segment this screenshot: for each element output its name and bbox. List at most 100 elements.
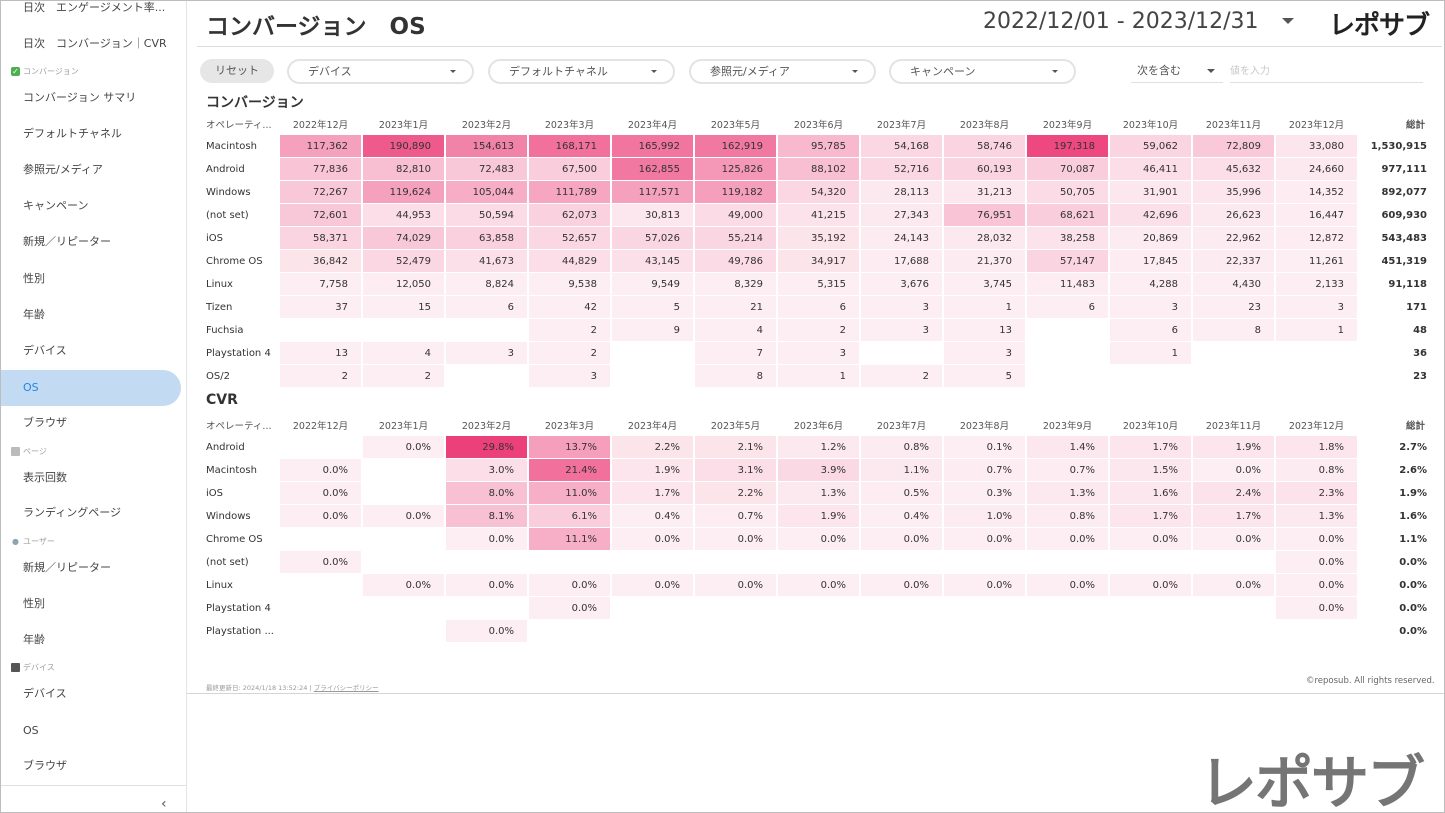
sidebar-item-gender[interactable]: 性別 — [23, 272, 45, 285]
device-filter-dropdown[interactable]: デバイス — [287, 59, 474, 84]
table-cell: 50,705 — [1027, 181, 1108, 203]
sidebar-item-daily-engagement[interactable]: 日次 エンゲージメント率... — [23, 1, 166, 14]
sidebar-item-source-medium[interactable]: 参照元/メディア — [23, 163, 103, 176]
table-cell — [1193, 620, 1274, 642]
table-header-row: オペレーティ... 2022年12月 2023年1月 2023年2月 2023年3月 20… — [206, 414, 1427, 435]
copyright-text: ©reposub. All rights reserved. — [1306, 676, 1435, 686]
sidebar-item-user-age[interactable]: 年齢 — [23, 633, 45, 646]
sidebar-item-os[interactable]: OS — [1, 370, 181, 406]
column-header-month[interactable]: 2022年12月 — [292, 420, 349, 432]
column-header-month[interactable]: 2023年3月 — [544, 420, 595, 432]
column-header-month[interactable]: 2023年11月 — [1205, 420, 1262, 432]
table-cell: 0.0% — [1276, 574, 1357, 596]
table-cell: 0.0% — [944, 528, 1025, 550]
column-header-dimension[interactable]: オペレーティ... — [206, 119, 272, 131]
table-cell: 37 — [280, 296, 361, 318]
table-cell: 0.0% — [1276, 597, 1357, 619]
table-cell: 0.8% — [861, 436, 942, 458]
sidebar-item-age[interactable]: 年齢 — [23, 308, 45, 321]
sidebar-item-campaign[interactable]: キャンペーン — [23, 199, 89, 212]
table-cell: 50,594 — [446, 204, 527, 226]
sidebar: 日次 エンゲージメント率... 日次 コンバージョン｜CVR ✓ コンバージョン… — [1, 1, 187, 812]
column-header-month[interactable]: 2023年4月 — [627, 119, 678, 131]
table-cell: 2 — [280, 365, 361, 387]
channel-filter-dropdown[interactable]: デフォルトチャネル — [488, 59, 675, 84]
sidebar-item-os2[interactable]: OS — [23, 724, 39, 737]
page-icon — [11, 447, 20, 456]
sidebar-item-user-new-returning[interactable]: 新規／リピーター — [23, 561, 111, 574]
column-header-month[interactable]: 2023年2月 — [461, 420, 512, 432]
row-label: (not set) — [206, 209, 249, 221]
row-total-cell: 1,530,915 — [1370, 140, 1427, 152]
sidebar-item-conversion-summary[interactable]: コンバージョン サマリ — [23, 91, 137, 104]
table-cell: 0.0% — [695, 574, 776, 596]
table-cell: 154,613 — [446, 135, 527, 157]
row-total-cell: 0.0% — [1399, 625, 1427, 637]
column-header-month[interactable]: 2023年1月 — [378, 420, 429, 432]
table-cell: 24,660 — [1276, 158, 1357, 180]
column-header-month[interactable]: 2023年9月 — [1042, 420, 1093, 432]
column-header-month[interactable]: 2023年6月 — [793, 119, 844, 131]
table-cell: 22,962 — [1193, 227, 1274, 249]
column-header-month[interactable]: 2023年10月 — [1122, 420, 1179, 432]
column-header-month[interactable]: 2023年2月 — [461, 119, 512, 131]
column-header-month[interactable]: 2023年1月 — [378, 119, 429, 131]
row-total-cell: 91,118 — [1388, 278, 1427, 290]
column-header-total[interactable]: 総計 — [1405, 119, 1425, 131]
column-header-month[interactable]: 2023年5月 — [710, 420, 761, 432]
sidebar-item-browser[interactable]: ブラウザ — [23, 416, 67, 429]
table-cell: 55,214 — [695, 227, 776, 249]
sidebar-item-pageviews[interactable]: 表示回数 — [23, 471, 67, 484]
sidebar-item-browser2[interactable]: ブラウザ — [23, 759, 67, 772]
column-header-month[interactable]: 2023年4月 — [627, 420, 678, 432]
table-cell: 62,073 — [529, 204, 610, 226]
column-header-month[interactable]: 2023年3月 — [544, 119, 595, 131]
sidebar-item-default-channel[interactable]: デフォルトチャネル — [23, 127, 122, 140]
table-cell: 9,538 — [529, 273, 610, 295]
privacy-policy-link[interactable]: プライバシーポリシー — [313, 684, 379, 692]
sidebar-item-device[interactable]: デバイス — [23, 344, 67, 357]
table-cell — [1193, 342, 1274, 364]
table-cell: 58,746 — [944, 135, 1025, 157]
column-header-total[interactable]: 総計 — [1405, 420, 1425, 432]
sidebar-item-device2[interactable]: デバイス — [23, 687, 67, 700]
column-header-month[interactable]: 2023年8月 — [959, 420, 1010, 432]
column-header-month[interactable]: 2023年9月 — [1042, 119, 1093, 131]
table-row: (not set) 0.0% 0.0% 0.0% — [206, 551, 1427, 573]
reset-button[interactable]: リセット — [200, 59, 274, 83]
filter-value-input[interactable] — [1230, 61, 1423, 83]
column-header-month[interactable]: 2023年7月 — [876, 420, 927, 432]
column-header-dimension[interactable]: オペレーティ... — [206, 420, 272, 432]
sidebar-item-user-gender[interactable]: 性別 — [23, 597, 45, 610]
include-condition-select[interactable]: 次を含む — [1131, 59, 1223, 83]
column-header-month[interactable]: 2022年12月 — [292, 119, 349, 131]
column-header-month[interactable]: 2023年12月 — [1288, 119, 1345, 131]
table-cell: 0.0% — [446, 528, 527, 550]
column-header-month[interactable]: 2023年6月 — [793, 420, 844, 432]
table-cell: 0.8% — [1027, 505, 1108, 527]
table-cell: 8.1% — [446, 505, 527, 527]
sidebar-item-new-returning[interactable]: 新規／リピーター — [23, 235, 111, 248]
collapse-chevron-icon[interactable]: ‹ — [161, 796, 167, 812]
table-cell: 42 — [529, 296, 610, 318]
table-cell — [944, 597, 1025, 619]
column-header-month[interactable]: 2023年11月 — [1205, 119, 1262, 131]
campaign-filter-dropdown[interactable]: キャンペーン — [889, 59, 1076, 84]
column-header-month[interactable]: 2023年10月 — [1122, 119, 1179, 131]
source-filter-dropdown[interactable]: 参照元/メディア — [689, 59, 876, 84]
table-cell: 72,483 — [446, 158, 527, 180]
table-cell: 4,288 — [1110, 273, 1191, 295]
date-range-caret-icon[interactable] — [1282, 18, 1294, 24]
sidebar-item-daily-conversion[interactable]: 日次 コンバージョン｜CVR — [23, 37, 167, 50]
table-cell — [1027, 342, 1108, 364]
column-header-month[interactable]: 2023年7月 — [876, 119, 927, 131]
column-header-month[interactable]: 2023年12月 — [1288, 420, 1345, 432]
date-range-picker[interactable]: 2022/12/01 - 2023/12/31 — [983, 9, 1259, 34]
table-cell: 44,953 — [363, 204, 444, 226]
table-cell: 1.3% — [1276, 505, 1357, 527]
row-label: Playstation ... — [206, 625, 274, 637]
column-header-month[interactable]: 2023年8月 — [959, 119, 1010, 131]
sidebar-item-landing-page[interactable]: ランディングページ — [23, 506, 122, 519]
table-cell: 14,352 — [1276, 181, 1357, 203]
column-header-month[interactable]: 2023年5月 — [710, 119, 761, 131]
